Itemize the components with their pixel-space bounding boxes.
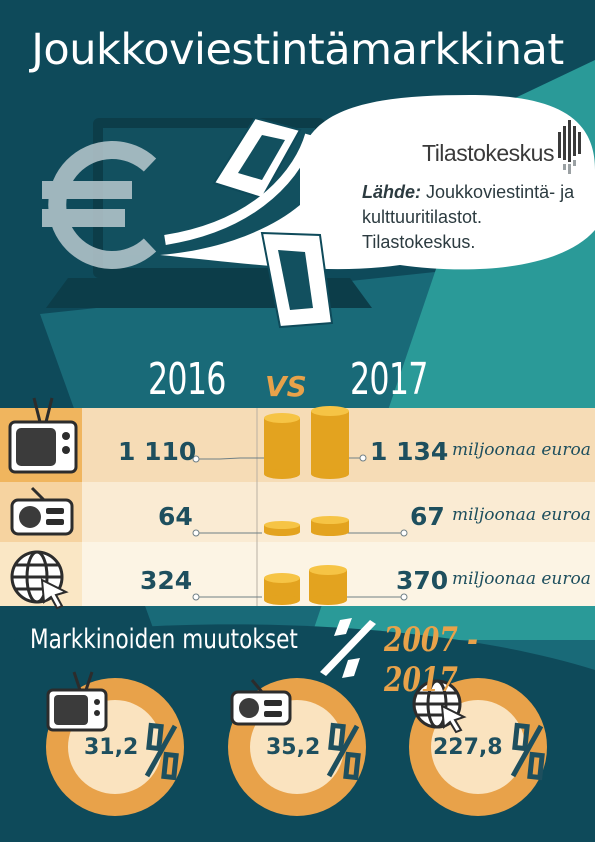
- internet-coins-2016: [264, 573, 300, 605]
- changes-title: Markkinoiden muutokset: [30, 624, 298, 655]
- internet-unit: miljoonaa euroa: [452, 569, 591, 589]
- tv-icon: [8, 397, 78, 474]
- year-2017: 2017: [350, 354, 428, 405]
- source-text: Joukkoviestintä- ja kulttuuritilastot. T…: [362, 182, 575, 252]
- radio-coins-2017: [311, 516, 349, 536]
- globe-icon: [10, 550, 69, 610]
- internet-value-2017: 370: [396, 566, 449, 595]
- radio-icon: [10, 486, 74, 536]
- tv-unit: miljoonaa euroa: [452, 440, 591, 460]
- percent-icon: [164, 116, 334, 329]
- internet-value-2016: 324: [140, 566, 193, 595]
- tv-coins-2017: [311, 406, 349, 479]
- tilastokeskus-logo-icon: [558, 120, 581, 174]
- radio-change-value: 35,2: [266, 735, 321, 760]
- globe-icon-small: [412, 679, 467, 734]
- radio-value-2016: 64: [158, 502, 193, 531]
- connector-lines: [192, 454, 408, 601]
- logo-text: Tilastokeskus: [422, 140, 554, 166]
- tv-value-2016: 1 110: [118, 437, 197, 466]
- tv-change-value: 31,2: [84, 735, 139, 760]
- coin-stacks: [264, 406, 349, 605]
- radio-value-2017: 67: [410, 502, 445, 531]
- tv-coins-2016: [264, 413, 300, 479]
- source-label: Lähde:: [362, 182, 422, 202]
- radio-icon-small: [230, 679, 292, 726]
- vs-label: VS: [265, 370, 307, 403]
- percent-icon-large: [320, 618, 376, 678]
- internet-coins-2017: [309, 565, 347, 605]
- euro-icon: [42, 141, 157, 269]
- source-note: Lähde: Joukkoviestintä- ja kulttuuritila…: [362, 180, 587, 255]
- page-title: Joukkoviestintämarkkinat: [31, 25, 564, 75]
- changes-period: 2007 - 2017: [384, 620, 479, 700]
- donut-percent-signs: [144, 722, 545, 781]
- tv-value-2017: 1 134: [370, 437, 449, 466]
- speech-bubble: [160, 95, 595, 270]
- radio-unit: miljoonaa euroa: [452, 505, 591, 525]
- year-2016: 2016: [148, 354, 226, 405]
- tv-icon-small: [46, 671, 108, 732]
- radio-coins-2016: [264, 521, 300, 536]
- internet-change-value: 227,8: [433, 735, 503, 760]
